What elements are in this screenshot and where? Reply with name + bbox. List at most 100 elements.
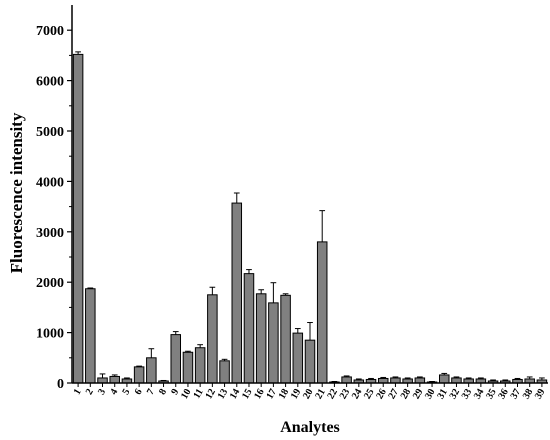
- x-tick-label: 29: [411, 387, 426, 401]
- x-tick-label: 31: [435, 387, 450, 401]
- y-tick-label: 1000: [36, 327, 64, 342]
- bar-19: [292, 332, 304, 384]
- error-bar-24: [355, 378, 362, 380]
- bar-13: [219, 360, 230, 384]
- error-bar-39: [539, 377, 545, 380]
- error-bar-27: [392, 376, 399, 378]
- error-bar-29: [416, 376, 423, 378]
- x-tick-label: 32: [448, 387, 463, 401]
- x-tick-label: 23: [338, 387, 353, 401]
- bar-15: [243, 273, 255, 384]
- error-bar-37: [514, 377, 521, 380]
- y-axis-title: Fluorescence intensity: [7, 112, 26, 273]
- x-axis-ticks: 1 2 3 4 5 6 7 8 91011121314151617181920212223242…: [72, 383, 548, 401]
- error-bar-6: [136, 365, 142, 367]
- bar-20: [304, 339, 316, 384]
- x-tick-label: 16: [252, 387, 267, 401]
- error-bar-35: [490, 379, 496, 381]
- x-tick-label: 28: [399, 387, 414, 401]
- x-tick-label: 4: [108, 387, 120, 397]
- error-bar-9: [172, 331, 179, 335]
- x-tick-label: 39: [533, 387, 548, 401]
- error-bar-1: [75, 51, 81, 55]
- bar-29: [414, 377, 426, 384]
- x-tick-label: 38: [521, 387, 536, 401]
- bar-9: [170, 334, 182, 384]
- x-tick-label: 15: [240, 387, 255, 401]
- bar-11: [194, 347, 206, 384]
- x-tick-label: 18: [277, 387, 292, 401]
- bar-7: [146, 357, 157, 384]
- x-tick-label: 25: [362, 387, 377, 401]
- error-bar-17: [270, 282, 277, 303]
- error-bar-30: [429, 380, 435, 382]
- bar-17: [268, 302, 279, 384]
- error-bar-26: [380, 376, 387, 379]
- error-bar-12: [209, 286, 216, 295]
- error-bar-28: [404, 377, 411, 379]
- x-tick-label: 24: [350, 387, 365, 401]
- error-bar-31: [441, 372, 448, 375]
- x-tick-label: 14: [228, 387, 243, 401]
- bar-3: [97, 377, 108, 384]
- x-axis-title: Analytes: [280, 419, 340, 436]
- x-tick-label: 10: [179, 387, 194, 401]
- bar-10: [182, 351, 194, 384]
- bar-14: [231, 202, 243, 384]
- error-bar-15: [246, 269, 252, 274]
- error-bars: [75, 51, 545, 382]
- error-bar-19: [294, 328, 301, 334]
- error-bar-4: [111, 374, 118, 377]
- error-bar-23: [343, 375, 350, 377]
- x-tick-label: 33: [460, 387, 475, 401]
- x-tick-label: 34: [472, 387, 487, 401]
- x-tick-label: 17: [264, 387, 279, 401]
- error-bar-3: [99, 373, 106, 378]
- y-tick-label: 0: [57, 377, 64, 392]
- x-tick-label: 9: [169, 387, 181, 397]
- error-bar-2: [87, 287, 94, 289]
- y-tick-label: 4000: [36, 175, 64, 190]
- y-tick-label: 3000: [36, 226, 64, 241]
- bar-18: [280, 294, 291, 384]
- x-tick-label: 21: [313, 387, 328, 401]
- error-bar-14: [233, 192, 240, 204]
- bar-21: [316, 241, 328, 384]
- bar-1: [72, 53, 84, 384]
- x-tick-label: 3: [96, 387, 108, 397]
- x-tick-label: 30: [423, 387, 438, 401]
- bar-2: [85, 288, 96, 384]
- x-tick-label: 8: [157, 387, 169, 397]
- error-bar-7: [148, 348, 155, 358]
- x-tick-label: 1: [72, 387, 84, 397]
- error-bar-32: [453, 376, 460, 378]
- bar-23: [341, 376, 352, 384]
- error-bar-5: [124, 377, 130, 379]
- x-tick-label: 26: [374, 387, 389, 401]
- bar-12: [207, 294, 218, 384]
- error-bar-20: [307, 322, 313, 341]
- x-tick-label: 27: [387, 387, 402, 401]
- x-tick-label: 2: [84, 387, 96, 397]
- error-bar-13: [221, 358, 228, 361]
- error-bar-16: [258, 289, 265, 294]
- y-tick-label: 7000: [36, 24, 64, 39]
- error-bar-33: [465, 377, 472, 379]
- x-tick-label: 19: [289, 387, 304, 401]
- bar-6: [133, 366, 145, 384]
- error-bar-25: [368, 377, 374, 380]
- error-bar-10: [185, 350, 191, 353]
- error-bar-8: [160, 379, 167, 381]
- x-tick-label: 5: [120, 387, 132, 397]
- y-tick-label: 2000: [36, 276, 64, 291]
- x-tick-label: 36: [496, 387, 511, 401]
- x-tick-label: 35: [484, 387, 499, 401]
- x-tick-label: 13: [216, 387, 231, 401]
- bar-31: [438, 374, 450, 384]
- y-tick-label: 5000: [36, 125, 64, 140]
- bar-27: [390, 377, 401, 384]
- x-tick-label: 6: [133, 387, 145, 397]
- error-bar-38: [526, 376, 533, 379]
- x-tick-label: 12: [203, 387, 218, 401]
